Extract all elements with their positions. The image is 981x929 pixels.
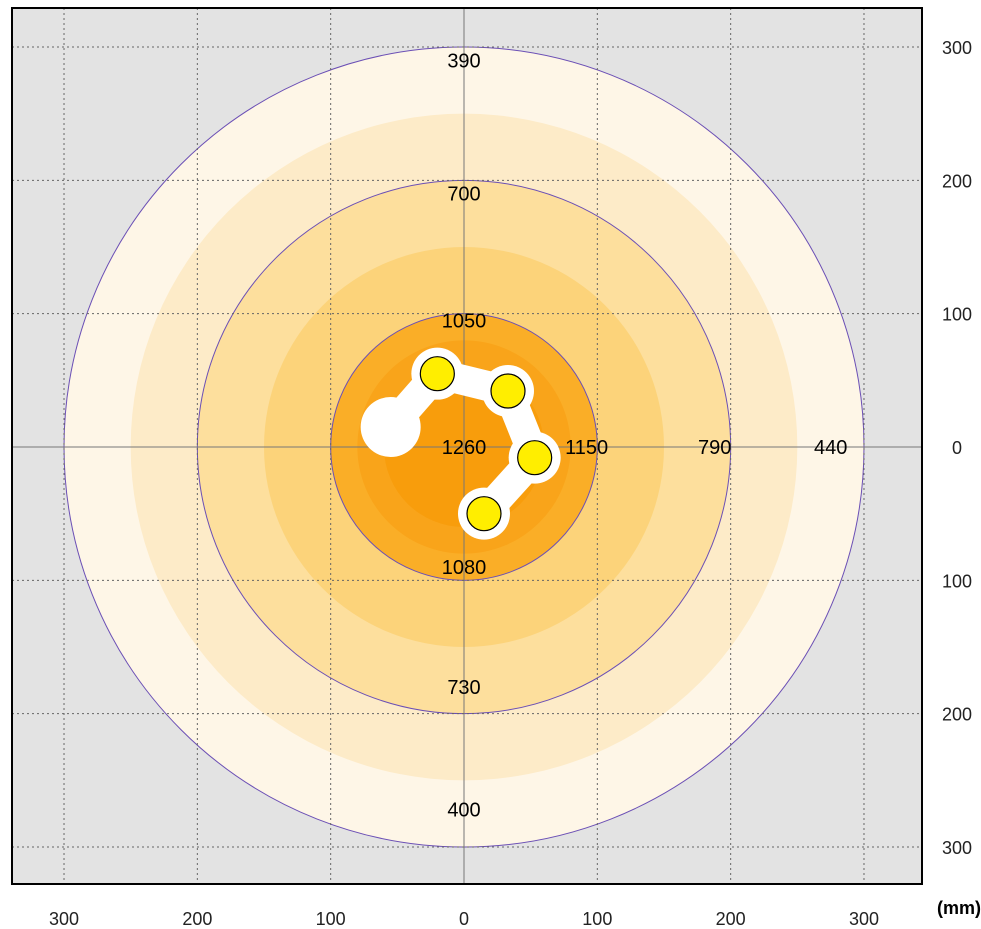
lamp-3 [466, 496, 502, 532]
grid-lines [12, 8, 922, 884]
x-tick-label: 100 [582, 909, 612, 929]
y-axis-ticks: 300 200 100 0 100 200 300 [942, 38, 972, 858]
x-tick-label: 300 [849, 909, 879, 929]
x-tick-label: 200 [716, 909, 746, 929]
y-tick-label: 300 [942, 838, 972, 858]
illuminance-value: 700 [447, 184, 480, 206]
fixture-base [360, 397, 421, 458]
illuminance-value: 400 [447, 800, 480, 822]
illuminance-value: 440 [814, 437, 847, 459]
illuminance-value: 790 [698, 437, 731, 459]
illuminance-value: 390 [447, 50, 480, 72]
lamp-0 [419, 356, 455, 392]
y-tick-label: 200 [942, 705, 972, 725]
x-tick-label: 100 [316, 909, 346, 929]
lamp-2 [517, 440, 553, 476]
illuminance-value: 1150 [565, 437, 608, 459]
x-tick-label: 200 [182, 909, 212, 929]
x-tick-label: 0 [459, 909, 469, 929]
illuminance-value: 730 [447, 677, 480, 699]
y-tick-label: 100 [942, 571, 972, 591]
x-tick-label: 300 [49, 909, 79, 929]
plot-frame [11, 7, 923, 885]
lamp-1 [490, 373, 526, 409]
illuminance-value: 1050 [442, 310, 487, 332]
y-tick-label: 0 [952, 438, 962, 458]
unit-label: (mm) [937, 898, 981, 918]
illuminance-value: 1080 [442, 557, 487, 579]
illuminance-labels: 390 700 1050 1260 1150 790 440 1080 730 400 [442, 50, 848, 821]
y-tick-label: 100 [942, 305, 972, 325]
y-tick-label: 300 [942, 38, 972, 58]
x-axis-ticks: 300 200 100 0 100 200 300 [49, 909, 879, 929]
light-fixture [360, 347, 561, 540]
illuminance-value: 1260 [442, 437, 487, 459]
y-tick-label: 200 [942, 171, 972, 191]
